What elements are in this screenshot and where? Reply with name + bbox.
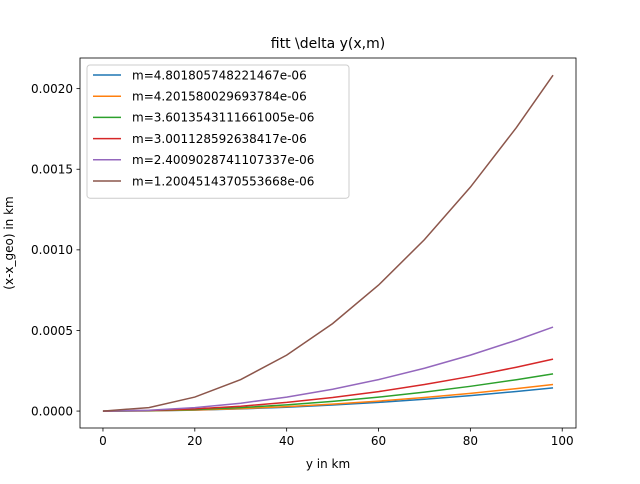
legend-label-4: m=3.001128592638417e-06 [132,132,307,146]
series-line-4 [102,358,554,412]
legend-box [86,64,350,199]
x-tick-label: 60 [371,434,386,448]
y-axis-ticks: 0.0000 0.0005 0.0010 0.0015 0.0020 [31,82,80,418]
x-tick-label: 80 [463,434,478,448]
x-tick-label: 0 [99,434,107,448]
x-tick-label: 20 [187,434,202,448]
series-line-6 [102,74,554,412]
x-tick-label: 40 [279,434,294,448]
y-tick-label: 0.0020 [31,82,73,96]
legend-label-5: m=2.4009028741107337e-06 [132,153,314,167]
series-lines [102,74,554,412]
y-axis-label: (x-x_geo) in km [2,196,16,289]
y-tick-label: 0.0005 [31,324,73,338]
legend-label-2: m=4.201580029693784e-06 [132,90,307,104]
plot-area-frame [79,57,577,429]
chart-title: fitt \delta y(x,m) [271,36,385,52]
y-tick-label: 0.0000 [31,404,73,418]
series-line-5 [102,326,554,412]
legend: m=4.801805748221467e-06 m=4.2015800296937… [86,64,350,199]
x-axis-ticks: 0 20 40 60 80 100 [99,428,574,448]
x-axis-label: y in km [306,457,350,471]
y-tick-label: 0.0015 [31,163,73,177]
y-tick-label: 0.0010 [31,243,73,257]
legend-label-6: m=1.2004514370553668e-06 [132,174,314,188]
legend-label-3: m=3.6013543111661005e-06 [132,111,314,125]
legend-label-1: m=4.801805748221467e-06 [132,68,307,82]
x-tick-label: 100 [551,434,574,448]
